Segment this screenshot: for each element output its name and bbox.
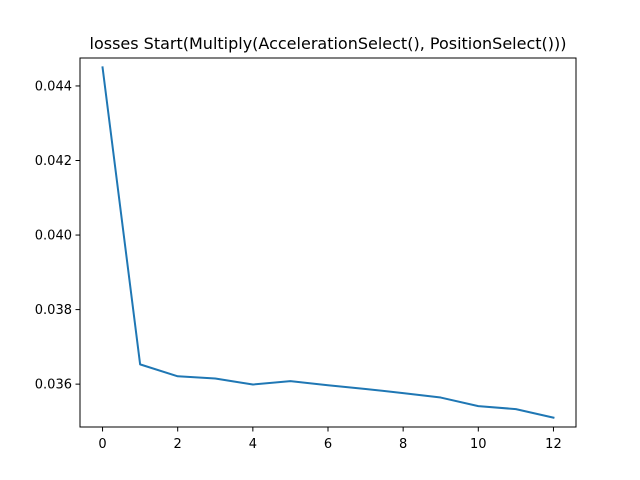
y-tick-label: 0.040: [35, 229, 72, 244]
axes-frame: [79, 57, 577, 428]
x-tick-label: 10: [470, 437, 487, 452]
axes: 0 2 4 6 8 10 12 0.036 0.038 0.040 0.042 0.044: [35, 57, 577, 452]
x-tick-label: 8: [399, 437, 407, 452]
series-line: [101, 66, 555, 419]
x-tick-label: 6: [324, 437, 332, 452]
x-tick-label: 12: [545, 437, 562, 452]
x-tick-label: 0: [98, 437, 106, 452]
y-tick-label: 0.038: [35, 303, 72, 318]
x-tick-label: 4: [249, 437, 257, 452]
y-tick-label: 0.044: [35, 79, 72, 94]
y-tick-label: 0.036: [35, 378, 72, 393]
y-tick-label: 0.042: [35, 154, 72, 169]
x-tick-label: 2: [174, 437, 182, 452]
plot-area: [101, 66, 555, 419]
chart-title: losses Start(Multiply(AccelerationSelect…: [90, 34, 567, 53]
